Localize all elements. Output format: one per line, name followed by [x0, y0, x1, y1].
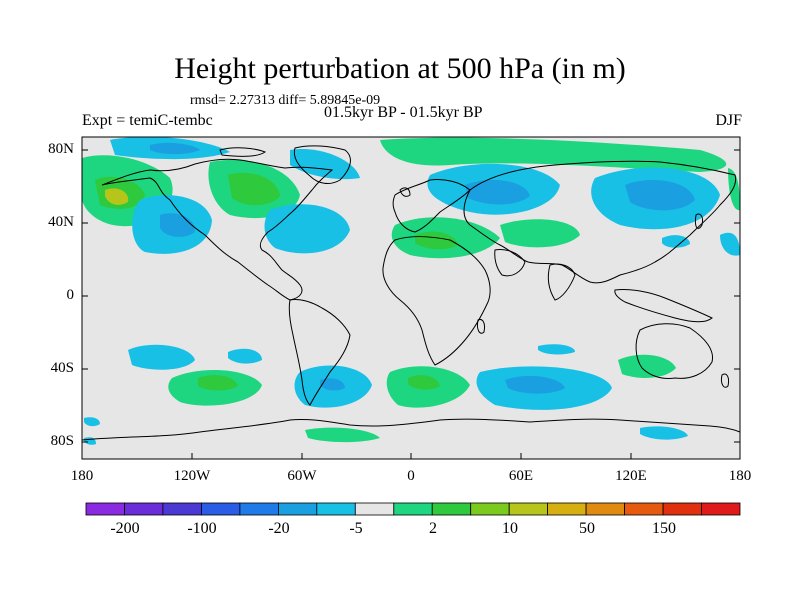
- contour-blue-south-pacific: [128, 344, 195, 370]
- colorbar-box: [200, 502, 241, 516]
- plot-title: Height perturbation at 500 hPa (in m): [174, 52, 626, 85]
- colorbar-box: [662, 502, 702, 516]
- contour-darkblue-russia: [465, 179, 530, 205]
- contour-blue-atlantic: [264, 204, 350, 254]
- colorbar-box: [354, 502, 395, 516]
- colorbar-box: [470, 502, 510, 516]
- contour-darkblue-south-atlantic: [320, 378, 345, 391]
- contour-blue-antarctic-1: [305, 427, 380, 443]
- coast-britain: [399, 187, 411, 197]
- colorbar-label: 2: [429, 520, 437, 537]
- x-tick-label: 60W: [287, 468, 317, 484]
- colorbar-label: 150: [652, 520, 676, 537]
- coastlines: [81, 145, 741, 460]
- colorbar-label: -200: [110, 520, 140, 537]
- coast-europe: [392, 179, 471, 233]
- axis-ticks: [81, 149, 741, 459]
- contour-greenmid-south-africa: [408, 375, 440, 390]
- colorbar-label: -5: [349, 520, 363, 537]
- contour-blue-east-edge: [720, 232, 740, 256]
- contour-greenmid-canada: [228, 172, 280, 206]
- colorbar-box: [547, 502, 587, 516]
- colorbar-box: [393, 502, 433, 516]
- coast-sea-asia: [614, 289, 713, 323]
- colorbar-box: [162, 502, 202, 516]
- y-tick-label: 40S: [50, 360, 74, 376]
- perturbation-contours: [82, 136, 740, 445]
- coast-north-america: [101, 158, 334, 301]
- x-tick-label: 180: [728, 468, 752, 484]
- coast-south-america: [288, 299, 351, 406]
- contour-blue-greenland: [290, 149, 360, 180]
- y-tick-label: 40N: [48, 214, 74, 230]
- colorbar-box: [316, 502, 356, 516]
- contour-blue-antarctic-3: [84, 417, 100, 427]
- y-tick-label: 0: [66, 287, 75, 303]
- coast-arctic-islands: [219, 147, 267, 157]
- contour-darkblue-siberia: [625, 180, 695, 211]
- y-tick-label: 80N: [48, 141, 74, 157]
- colorbar-label: -20: [268, 520, 290, 537]
- x-tick-label: 120E: [615, 468, 647, 484]
- colorbar-box: [624, 502, 664, 516]
- colorbar-box: [124, 502, 164, 516]
- contour-greenmid-south-pacific: [198, 375, 238, 391]
- contour-green-mideast: [500, 219, 580, 248]
- colorbar-label: 50: [579, 520, 595, 537]
- x-tick-label: 60E: [508, 468, 534, 484]
- contour-blue-antarctic-2: [640, 426, 688, 440]
- contour-green-east-asia-edge: [728, 168, 740, 211]
- coast-africa: [382, 236, 491, 366]
- contour-blue-south-america: [228, 348, 262, 364]
- colorbar-box: [277, 502, 318, 516]
- coast-asia: [463, 160, 737, 284]
- coast-greenland: [293, 145, 351, 184]
- contour-darkblue-arctic: [150, 142, 200, 155]
- contour-green-australia: [618, 354, 676, 378]
- colorbar-label: -100: [187, 520, 217, 537]
- colorbar-label: 10: [502, 520, 518, 537]
- colorbar-box: [85, 502, 125, 516]
- season-label: DJF: [715, 112, 742, 129]
- colorbar-boxes: [85, 502, 741, 516]
- coast-madagascar: [477, 319, 485, 334]
- contour-blue-south-indian: [538, 344, 575, 355]
- x-tick-label: 120W: [173, 468, 211, 484]
- colorbar-box: [239, 502, 279, 516]
- period-label: 01.5kyr BP - 01.5kyr BP: [324, 104, 483, 121]
- coast-new-zealand: [721, 373, 729, 388]
- y-tick-label: 80S: [50, 433, 74, 449]
- colorbar-box: [508, 502, 549, 516]
- contour-yellow-core-pacific: [105, 188, 129, 205]
- coast-antarctica: [81, 418, 741, 460]
- colorbar-box: [585, 502, 625, 516]
- rmsd-diff-stats: rmsd= 2.27313 diff= 5.89845e-09: [190, 93, 381, 108]
- coast-australia: [635, 323, 714, 379]
- x-tick-label: 0: [407, 468, 415, 484]
- colorbar-box: [431, 502, 472, 516]
- contour-greenmid-europe: [415, 231, 458, 250]
- contour-blue-japan: [662, 235, 690, 248]
- x-tick-label: 180: [70, 468, 94, 484]
- coast-india: [547, 263, 576, 301]
- coast-arabia: [494, 249, 526, 277]
- colorbar-box: [701, 502, 741, 516]
- experiment-label: Expt = temiC-tembc: [82, 112, 213, 129]
- coast-japan: [695, 213, 703, 229]
- contour-green-arctic-europe: [380, 137, 727, 172]
- contour-darkblue-indian-ocean: [505, 375, 565, 394]
